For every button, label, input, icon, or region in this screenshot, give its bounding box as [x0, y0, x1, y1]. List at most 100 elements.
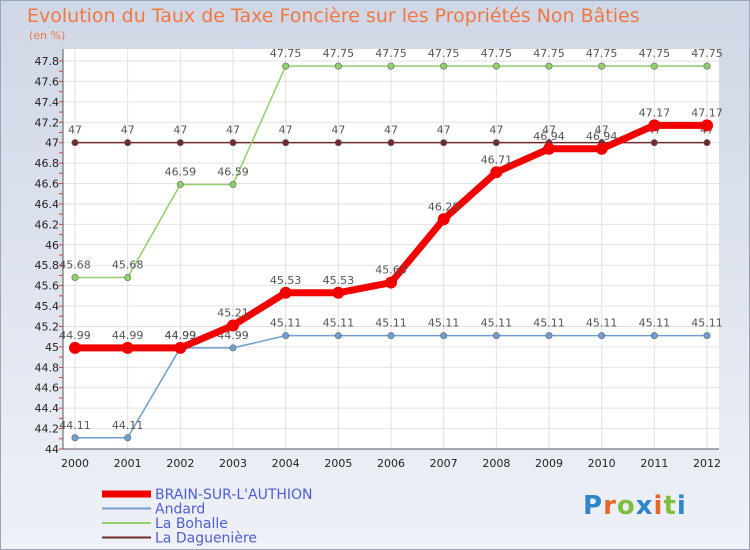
data-label: 45.53: [323, 274, 355, 287]
data-point: [650, 62, 658, 70]
logo-letter: x: [635, 491, 654, 521]
data-point: [492, 332, 500, 340]
data-label: 45.11: [691, 317, 723, 330]
data-point: [648, 119, 661, 132]
data-point: [440, 139, 448, 147]
x-tick-label: 2003: [219, 457, 247, 470]
proxiti-logo: Proxiti: [583, 491, 687, 521]
x-tick-label: 2006: [377, 457, 405, 470]
data-label: 45.68: [112, 258, 144, 271]
x-tick-label: 2008: [482, 457, 510, 470]
data-point: [387, 332, 395, 340]
data-point: [229, 344, 237, 352]
data-label: 46.94: [533, 130, 565, 143]
legend-label: La Daguenière: [155, 531, 257, 547]
data-point: [545, 62, 553, 70]
x-tick-label: 2012: [693, 457, 721, 470]
data-point: [387, 139, 395, 147]
data-point: [229, 181, 237, 189]
data-label: 47.75: [323, 47, 355, 60]
data-point: [176, 139, 184, 147]
data-label: 45.11: [428, 317, 460, 330]
data-point: [703, 139, 711, 147]
data-label: 44.99: [112, 329, 144, 342]
logo-letter: t: [663, 491, 677, 521]
y-tick-label: 46.2: [35, 218, 60, 231]
data-label: 45.11: [481, 317, 513, 330]
data-point: [229, 139, 237, 147]
x-tick-label: 2005: [324, 457, 352, 470]
data-point: [595, 142, 608, 155]
chart-title: Evolution du Taux de Taxe Foncière sur l…: [27, 5, 640, 27]
data-label: 47: [68, 124, 82, 137]
legend-label: La Bohalle: [155, 516, 228, 532]
data-label: 47.75: [639, 47, 671, 60]
y-tick-label: 47.8: [35, 55, 60, 68]
data-label: 47.75: [533, 47, 565, 60]
y-tick-label: 44.8: [35, 361, 60, 374]
y-tick-label: 45.2: [35, 320, 60, 333]
data-label: 46.71: [481, 153, 513, 166]
data-label: 47: [595, 124, 609, 137]
data-label: 45.11: [533, 317, 565, 330]
data-label: 44.99: [165, 329, 197, 342]
data-label: 44.99: [165, 329, 197, 342]
data-point: [71, 139, 79, 147]
logo-letter: o: [616, 491, 636, 521]
data-point: [282, 139, 290, 147]
data-point: [332, 286, 345, 299]
x-tick-label: 2001: [114, 457, 142, 470]
data-point: [176, 181, 184, 189]
data-label: 47: [121, 124, 135, 137]
data-point: [282, 62, 290, 70]
data-label: 45.63: [375, 264, 407, 277]
y-tick-label: 47.4: [35, 96, 60, 109]
data-label: 47: [384, 124, 398, 137]
data-label: 47: [331, 124, 345, 137]
data-point: [334, 139, 342, 147]
data-point: [121, 341, 134, 354]
data-point: [492, 62, 500, 70]
data-label: 46.25: [428, 200, 460, 213]
data-point: [598, 332, 606, 340]
data-point: [124, 139, 132, 147]
data-label: 45.11: [586, 317, 618, 330]
data-point: [71, 434, 79, 442]
data-label: 47: [542, 124, 556, 137]
data-label: 47: [173, 124, 187, 137]
y-tick-label: 47.2: [35, 116, 60, 129]
logo-letter: r: [603, 491, 617, 521]
data-point: [69, 341, 81, 354]
y-tick-label: 46.6: [35, 178, 60, 191]
data-label: 46.94: [586, 130, 618, 143]
data-label: 47.17: [639, 106, 671, 119]
data-point: [703, 62, 711, 70]
data-label: 47.75: [375, 47, 407, 60]
data-label: 47: [437, 124, 451, 137]
data-point: [71, 273, 79, 281]
data-point: [490, 166, 503, 179]
y-tick-label: 44.2: [35, 423, 60, 436]
y-tick-label: 44.6: [35, 382, 60, 395]
data-point: [174, 341, 187, 354]
data-point: [543, 142, 555, 155]
y-tick-label: 44.4: [35, 402, 60, 415]
y-tick-label: 46.4: [35, 198, 60, 211]
logo-letter: i: [676, 491, 687, 521]
y-tick-label: 46: [45, 239, 59, 252]
data-point: [703, 332, 711, 340]
data-label: 45.11: [375, 317, 407, 330]
chart-unit: (en %): [29, 29, 66, 42]
data-point: [440, 332, 448, 340]
data-point: [279, 286, 292, 299]
data-point: [437, 213, 450, 226]
y-tick-label: 46.8: [35, 157, 60, 170]
data-label: 47.75: [586, 47, 618, 60]
data-label: 47.75: [481, 47, 513, 60]
data-point: [124, 273, 132, 281]
data-label: 45.11: [323, 317, 355, 330]
data-label: 47.17: [691, 106, 723, 119]
x-tick-label: 2010: [588, 457, 616, 470]
